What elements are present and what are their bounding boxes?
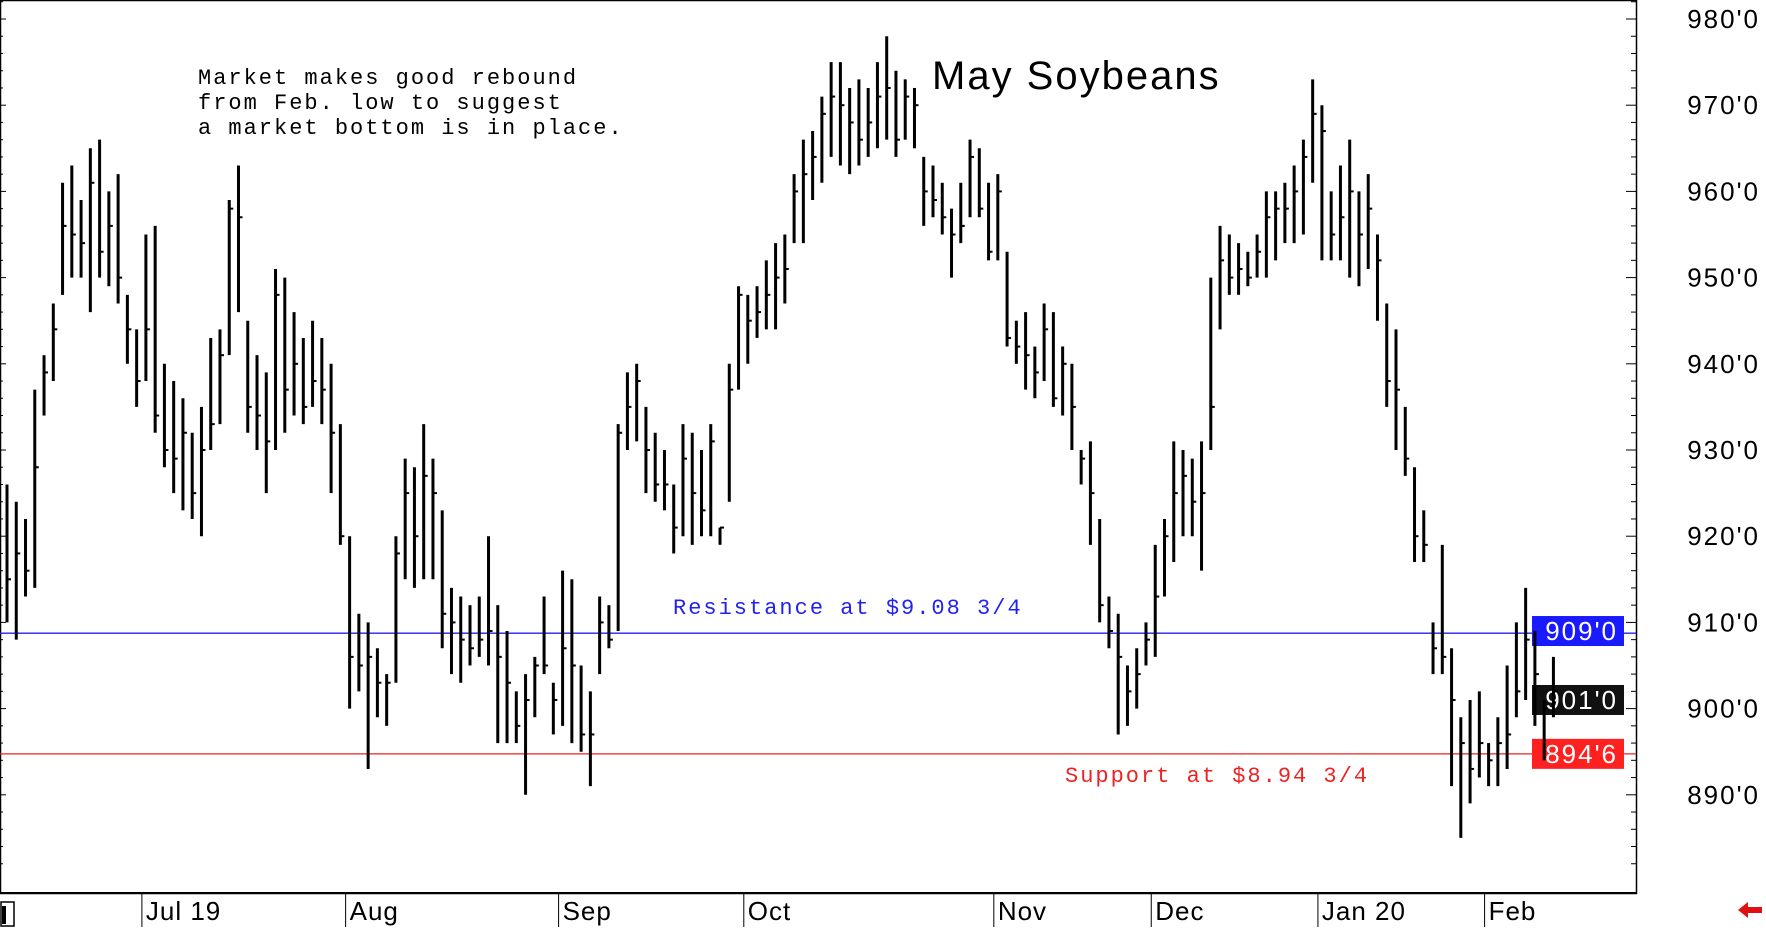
price-badge-label: 901'0 xyxy=(1545,685,1618,715)
x-tick-label: Nov xyxy=(998,896,1047,926)
y-tick-label: 960'0 xyxy=(1687,176,1760,206)
y-tick-label: 910'0 xyxy=(1687,607,1760,637)
chart-title: May Soybeans xyxy=(932,54,1221,98)
x-tick-label: Oct xyxy=(748,896,791,926)
price-badge xyxy=(1532,738,1624,769)
x-tick-label: Dec xyxy=(1155,896,1204,926)
price-badge-label: 894'6 xyxy=(1545,739,1618,769)
y-tick-label: 920'0 xyxy=(1687,521,1760,551)
y-tick-label: 890'0 xyxy=(1687,780,1760,810)
x-tick-label: Jul 19 xyxy=(146,896,221,926)
scroll-box xyxy=(0,901,15,927)
price-badge xyxy=(1532,616,1624,647)
price-badge xyxy=(1532,684,1624,715)
agriculture-logo xyxy=(1712,900,1766,930)
y-tick-label: 900'0 xyxy=(1687,694,1760,724)
x-tick-label: Jan 20 xyxy=(1322,896,1406,926)
y-tick-label: 940'0 xyxy=(1687,349,1760,379)
annotation-line: a market bottom is in place. xyxy=(198,116,624,141)
x-tick-label: Aug xyxy=(350,896,399,926)
annotation-text: Market makes good rebound from Feb. low t… xyxy=(198,66,624,141)
y-tick-label: 970'0 xyxy=(1687,90,1760,120)
scroll-thumb xyxy=(2,906,6,924)
annotation-line: from Feb. low to suggest xyxy=(198,91,563,116)
y-tick-label: 930'0 xyxy=(1687,435,1760,465)
price-badge-label: 909'0 xyxy=(1545,616,1618,646)
resistance-label: Resistance at $9.08 3/4 xyxy=(673,596,1023,621)
y-tick-label: 950'0 xyxy=(1687,263,1760,293)
red-arrow-icon xyxy=(1738,902,1762,918)
annotation-line: Market makes good rebound xyxy=(198,66,579,91)
x-tick-label: Feb xyxy=(1489,896,1537,926)
y-tick-label: 980'0 xyxy=(1687,4,1760,34)
x-tick-label: Sep xyxy=(563,896,612,926)
support-label: Support at $8.94 3/4 xyxy=(1065,764,1370,789)
